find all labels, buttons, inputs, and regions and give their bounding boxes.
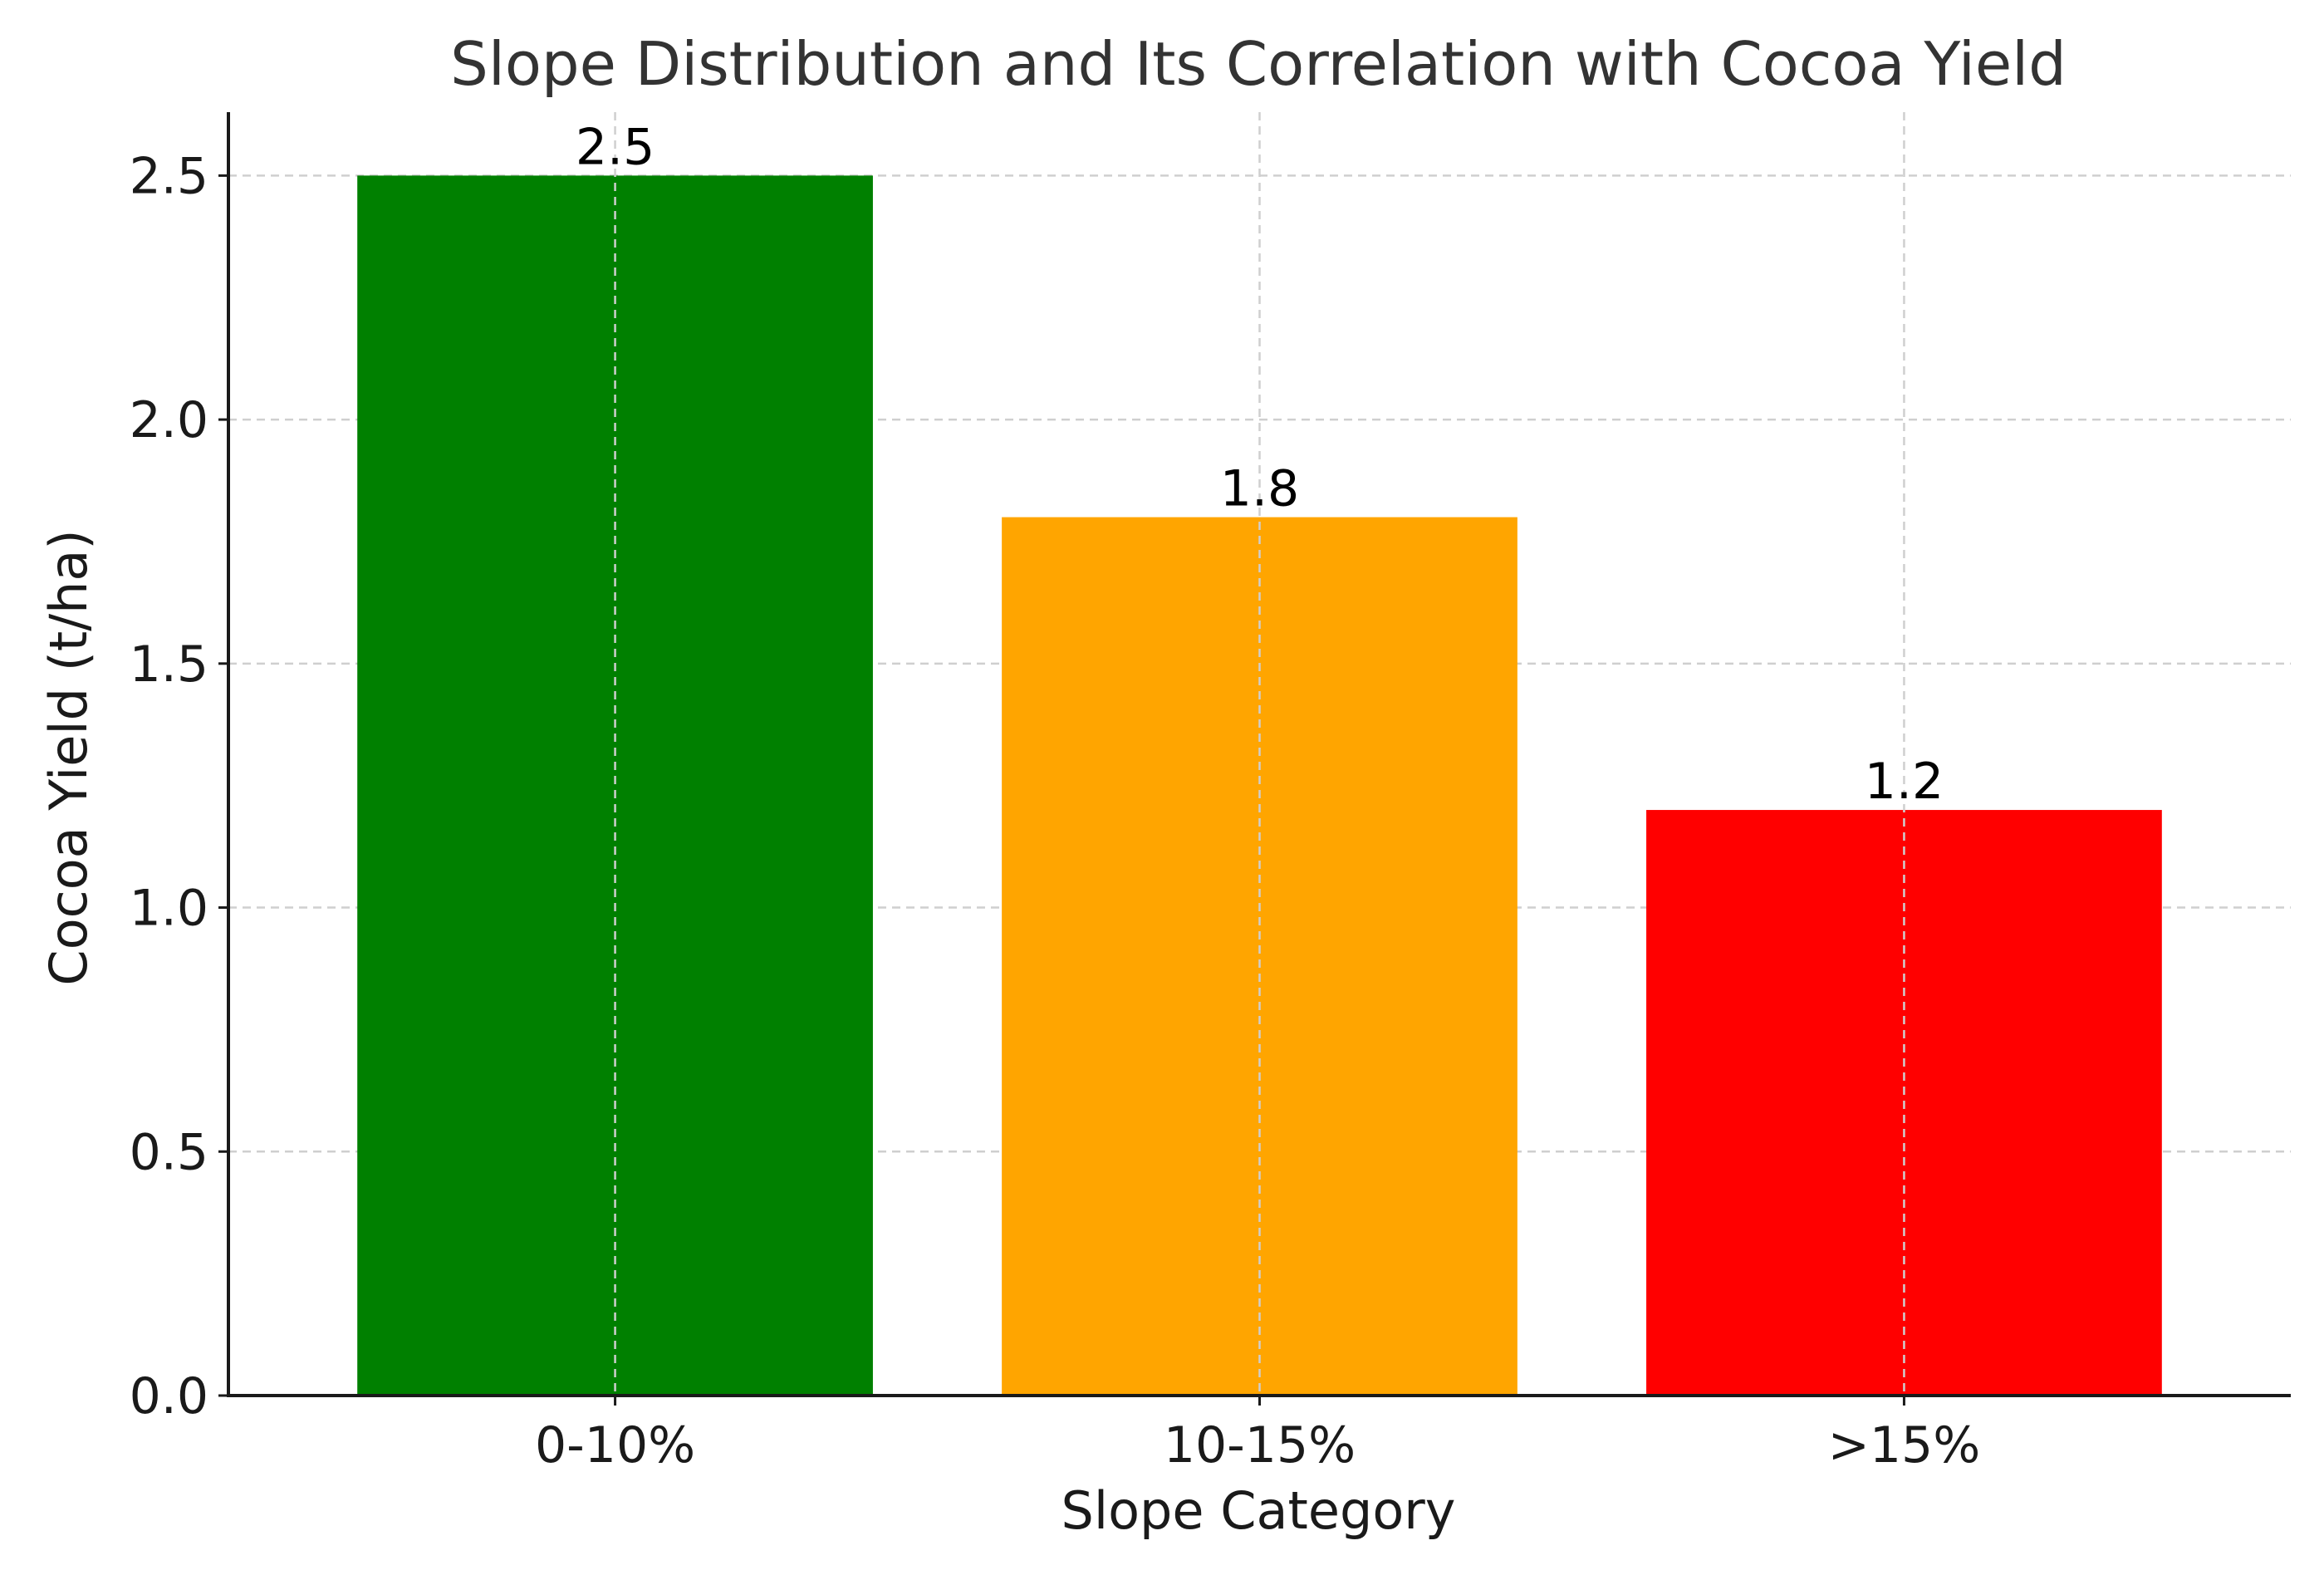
bar-value-label: 1.8 — [1220, 460, 1299, 518]
x-grid — [614, 112, 1905, 1396]
y-tick-label: 2.0 — [130, 391, 208, 449]
y-tick-label: 1.0 — [130, 880, 208, 938]
data-labels: 2.5 1.8 1.2 — [576, 118, 1944, 811]
y-tick-label: 2.5 — [130, 147, 208, 205]
x-tick-label: 10-15% — [1164, 1416, 1356, 1474]
x-ticks: 0-10% 10-15% >15% — [535, 1396, 1980, 1474]
chart-title: Slope Distribution and Its Correlation w… — [450, 29, 2067, 99]
y-axis-title: Cocoa Yield (t/ha) — [38, 529, 99, 985]
bar-value-label: 2.5 — [576, 118, 655, 176]
y-tick-label: 1.5 — [130, 635, 208, 694]
bar-value-label: 1.2 — [1865, 753, 1944, 811]
x-tick-label: >15% — [1828, 1416, 1981, 1474]
y-ticks: 0.0 0.5 1.0 1.5 2.0 2.5 — [130, 147, 228, 1425]
y-tick-label: 0.5 — [130, 1123, 208, 1181]
y-tick-label: 0.0 — [130, 1367, 208, 1425]
x-axis-title: Slope Category — [1061, 1480, 1456, 1541]
x-tick-label: 0-10% — [535, 1416, 695, 1474]
